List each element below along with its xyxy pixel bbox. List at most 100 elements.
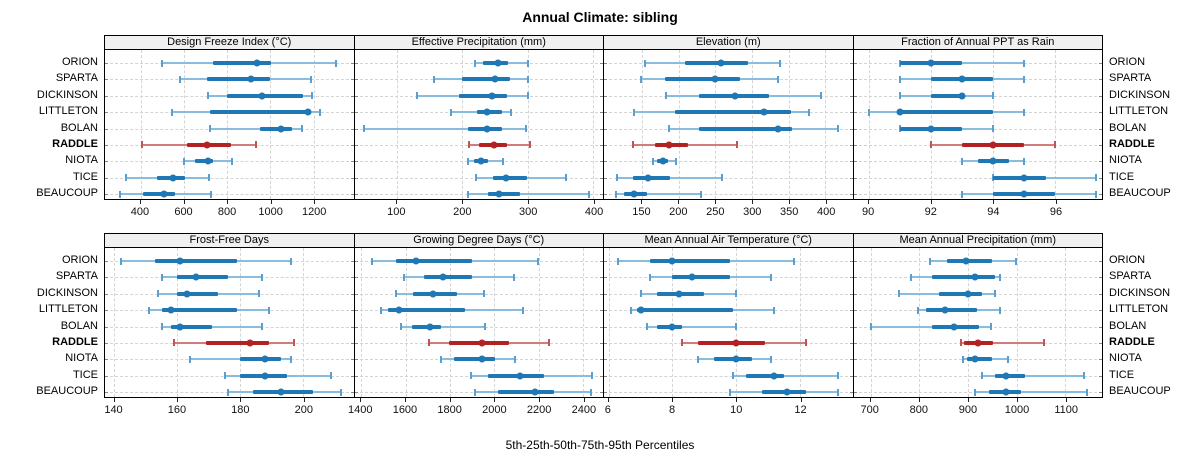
axis-side-tick: [354, 177, 358, 179]
row-label: LITTLETON: [1109, 105, 1169, 118]
axis-tick-label: 800: [909, 404, 928, 416]
axis-side-tick: [105, 392, 108, 393]
axis-side-tick: [1099, 128, 1102, 130]
gridline-vertical: [1016, 248, 1018, 397]
axis-side-tick: [105, 310, 108, 312]
whisker-cap: [959, 339, 962, 347]
gridline-vertical: [240, 248, 242, 397]
axis-tick: [113, 398, 115, 402]
whisker-cap: [973, 388, 976, 396]
row-label: BEAUCOUP: [36, 187, 98, 199]
median-dot: [962, 257, 970, 265]
gridline-vertical: [114, 248, 116, 397]
axis-side-tick: [600, 194, 603, 195]
median-dot: [261, 372, 269, 380]
gridline-horizontal: [853, 375, 1102, 377]
axis-side-tick: [849, 392, 853, 393]
axis-side-tick: [600, 161, 603, 163]
axis-tick: [752, 200, 754, 204]
whisker-cap: [466, 157, 469, 165]
whisker-cap: [255, 141, 258, 149]
whisker-cap: [1015, 257, 1018, 265]
axis-tick-label: 100: [387, 206, 406, 218]
median-dot: [958, 75, 966, 83]
plot-area: [603, 49, 854, 200]
whisker-cap: [1094, 190, 1097, 198]
iqr-box: [177, 291, 219, 296]
whisker-cap: [990, 323, 993, 330]
whisker-cap: [667, 125, 670, 132]
iqr-box: [685, 61, 748, 65]
whisker-cap: [1023, 108, 1026, 116]
axis-side-tick: [849, 293, 853, 295]
whisker-cap: [231, 157, 234, 165]
gridline-vertical: [405, 248, 407, 397]
axis-side-tick: [600, 342, 603, 344]
median-dot: [494, 59, 502, 67]
whisker-cap: [587, 190, 590, 198]
axis-tick-label: 400: [130, 206, 150, 218]
axis-side-tick: [350, 375, 354, 377]
median-dot: [731, 92, 739, 100]
whisker-cap: [1023, 59, 1026, 67]
whisker-cap: [981, 372, 984, 380]
median-dot: [964, 290, 972, 298]
axis-side-tick: [105, 359, 108, 361]
whisker-cap: [652, 157, 655, 165]
axis-side-tick: [849, 161, 853, 163]
whisker-cap: [649, 273, 652, 281]
whisker-cap: [732, 372, 735, 380]
gridline-vertical: [361, 248, 363, 397]
median-dot: [160, 190, 168, 198]
whisker-cap: [792, 257, 795, 265]
whisker-cap: [319, 108, 321, 116]
axis-side-tick: [604, 310, 607, 312]
row-label: BEAUCOUP: [1109, 187, 1171, 199]
axis-side-tick: [105, 194, 108, 195]
gridline-vertical: [799, 248, 801, 397]
axis-tick-label: 150: [632, 206, 651, 218]
row-label: RADDLE: [1109, 137, 1155, 150]
axis-tick-label: 2200: [526, 404, 552, 416]
axis-tick: [583, 398, 585, 402]
axis-tick: [303, 398, 305, 402]
panel: Frost-Free Days 140 160 180 200: [104, 233, 355, 424]
axis-side-tick: [849, 261, 853, 262]
x-axis: 90 92 94 96: [853, 200, 1104, 226]
axis-side-tick: [853, 392, 857, 393]
x-axis: 1400 1600 1800 2000 2200 2400: [348, 398, 605, 424]
axis-tick-label: 12: [794, 404, 807, 416]
axis-side-tick: [350, 112, 354, 114]
median-dot: [637, 306, 645, 314]
iqr-box: [493, 175, 528, 180]
x-axis: 6 8 10 12: [603, 398, 854, 424]
whisker-cap: [632, 141, 635, 149]
whisker-line: [364, 127, 526, 130]
axis-side-tick: [600, 293, 603, 295]
axis-side-tick: [849, 144, 853, 146]
axis-side-tick: [354, 95, 358, 97]
axis-side-tick: [600, 375, 603, 377]
axis-side-tick: [350, 359, 354, 361]
median-dot: [668, 257, 676, 265]
whisker-cap: [808, 108, 811, 116]
axis-side-tick: [600, 95, 603, 97]
axis-side-tick: [354, 392, 358, 393]
axis-side-tick: [105, 128, 108, 130]
axis-side-tick: [600, 261, 603, 262]
iqr-box: [194, 159, 214, 164]
axis-side-tick: [350, 79, 354, 81]
whisker-cap: [206, 92, 209, 100]
whisker-cap: [483, 290, 486, 298]
iqr-box: [966, 357, 992, 362]
median-dot: [971, 273, 979, 281]
axis-side-tick: [604, 277, 607, 279]
gridline-vertical: [397, 50, 398, 199]
median-dot: [732, 355, 740, 363]
panel-strip-title: Elevation (m): [603, 35, 854, 49]
axis-side-tick: [350, 293, 354, 295]
axis-tick: [1066, 398, 1068, 402]
median-dot: [971, 355, 979, 363]
axis-tick-label: 2000: [482, 404, 507, 416]
axis-tick-label: 140: [104, 404, 123, 416]
